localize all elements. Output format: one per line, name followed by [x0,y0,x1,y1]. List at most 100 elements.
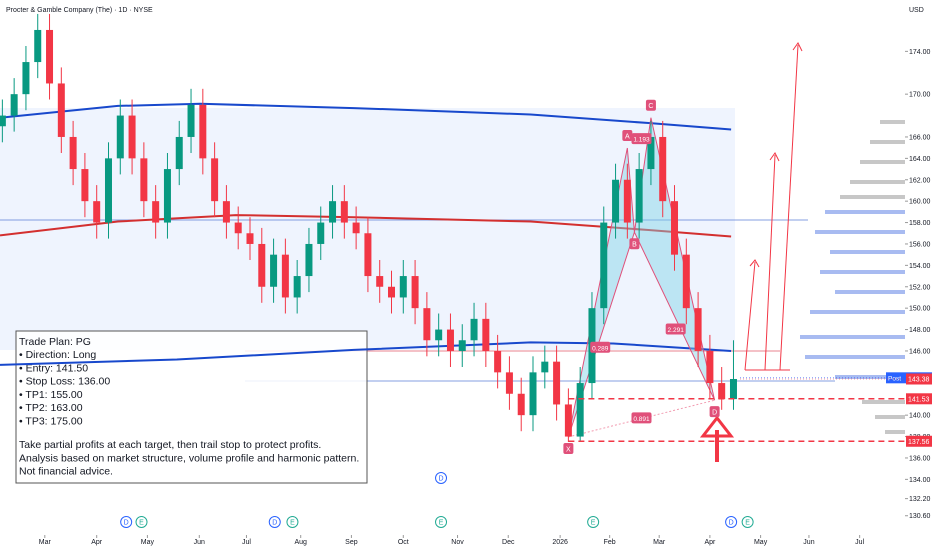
candle-body [199,104,207,159]
plan-note: Analysis based on market structure, volu… [19,452,359,464]
tag-label: Post [888,375,901,382]
event-icon [435,472,448,484]
price-tag-label: 141.53 [908,396,930,403]
candle-body [718,383,726,400]
pattern-point-label: B [632,242,637,249]
candle-body [46,29,54,84]
ratio-label: 0.289 [592,345,609,352]
pattern-point [563,442,574,454]
price-tag [906,393,932,405]
candle-body [258,243,266,287]
pattern-point [622,129,633,141]
candle-body [317,222,325,244]
pattern-point-label: C [648,103,653,110]
candle-body [246,233,254,244]
moving-average [0,102,732,131]
event-label: D [729,520,734,527]
price-axis [905,0,932,550]
x-tick-label: Feb [604,539,616,546]
event-icon [286,516,299,528]
x-tick-label: Apr [704,539,716,546]
plan-line: • TP2: 163.00 [19,402,83,414]
candle-body [281,254,289,298]
candle-body [270,254,278,287]
event-label: E [139,520,144,527]
x-tick-label: May [141,539,155,546]
plan-note: Take partial profits at each target, the… [19,439,321,451]
candle-body [553,361,561,405]
ratio-label: 2.291 [668,327,685,334]
plan-line: • Stop Loss: 136.00 [19,376,110,388]
price-tag-label: 143.38 [908,376,930,383]
y-tick-label: 164.00 [909,156,931,163]
y-tick-label: 140.00 [909,413,931,420]
moving-average [0,341,732,366]
y-tick-label: 166.00 [909,134,931,141]
tag-box [886,372,906,384]
price-tag [906,435,932,447]
candle-body [187,104,195,137]
candle-body [364,233,372,277]
candle-body [376,276,384,287]
candle-body [541,361,549,373]
candle-body [517,393,525,416]
x-tick-label: Jul [855,539,864,546]
candle-body [659,136,667,202]
volume-profile-blue [800,210,905,379]
x-tick-label: Aug [294,539,307,546]
y-tick-label: 146.00 [909,348,931,355]
pattern-point [709,406,720,418]
y-tick-label: 174.00 [909,49,931,56]
y-tick-label: 132.20 [909,496,931,503]
price-tag [906,373,932,385]
pattern-leg [568,399,715,438]
y-tick-label: 152.00 [909,284,931,291]
x-tick-label: Sep [345,539,358,546]
entry-arrow [699,415,735,462]
header-title: Procter & Gamble Company (The) · 1D · NY… [6,7,153,14]
event-label: E [745,520,750,527]
x-tick-label: Oct [398,539,409,546]
event-label: D [124,520,129,527]
plan-line: • Entry: 141.50 [19,362,88,374]
candle-body [694,308,702,351]
projection-arrows [744,42,803,371]
candle-body [494,350,502,373]
y-tick-label: 154.00 [909,263,931,270]
y-tick-label: 136.00 [909,455,931,462]
pattern-point [645,99,656,111]
ratio-label: 1.193 [633,137,650,144]
candle-body [482,318,490,351]
candle-body [152,201,160,223]
candle-body [293,276,301,298]
pattern-point-label: A [625,133,630,140]
candle-body [234,222,242,234]
candle-body [163,169,171,223]
event-label: E [439,520,444,527]
event-icon [587,516,600,528]
candle-body [600,222,608,309]
candle-body [93,201,101,223]
x-tick-label: Jun [803,539,814,546]
candle-body [305,243,313,277]
candle-body [623,179,631,223]
x-tick-label: Dec [502,539,515,546]
plan-line: • TP1: 155.00 [19,389,83,401]
pattern-point [629,238,640,250]
candle-body [470,318,478,341]
x-tick-label: 2026 [552,539,568,546]
y-tick-label: 148.00 [909,327,931,334]
candle-body [564,404,572,437]
candle-body [222,201,230,223]
y-tick-label: 160.00 [909,199,931,206]
candle-body [411,276,419,309]
candle-body [706,350,714,384]
ratio-box [590,341,611,353]
candle-body [647,136,655,170]
candle-body [340,201,348,223]
candle-body [329,201,337,223]
y-tick-label: 162.00 [909,177,931,184]
candle-body [34,29,42,63]
x-tick-label: Apr [91,539,103,546]
